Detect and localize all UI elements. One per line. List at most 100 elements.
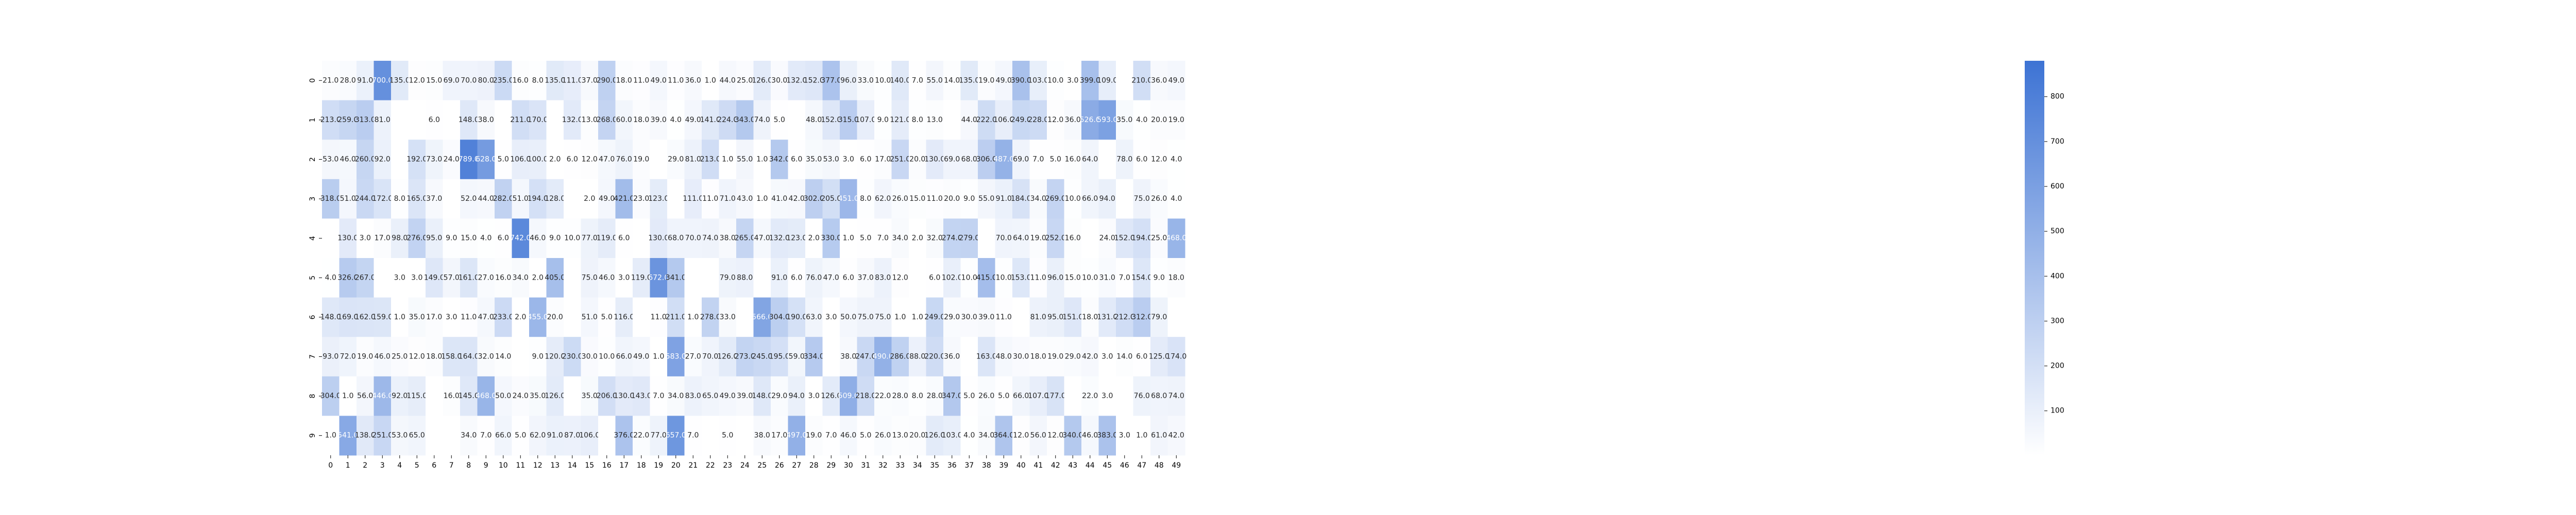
cell-label: 206.0 [597, 392, 617, 400]
cell-label: 566.0 [752, 313, 772, 321]
cell-label: 26.0 [892, 195, 908, 203]
cell-label: 593.0 [1097, 116, 1117, 124]
cell-label: 38.0 [720, 234, 736, 243]
heatmap-cell [529, 140, 547, 180]
heatmap-cell [891, 218, 909, 259]
cell-label: 28.0 [927, 392, 943, 400]
cell-label: 65.0 [702, 392, 718, 400]
heatmap-cell-empty [546, 100, 564, 140]
cell-label: 247.0 [855, 353, 876, 361]
x-tick-label: 47 [1137, 461, 1146, 470]
cell-label: 14.0 [495, 353, 511, 361]
cell-label: 347.0 [942, 392, 962, 400]
x-tick-label: 44 [1086, 461, 1095, 470]
x-tick-label: 40 [1016, 461, 1026, 470]
heatmap-cell [753, 179, 771, 219]
heatmap-cell [960, 376, 978, 416]
cell-label: 7.0 [480, 432, 492, 440]
heatmap-cell [615, 297, 633, 337]
heatmap-cell [598, 61, 616, 101]
cell-label: 273.0 [735, 353, 755, 361]
cell-label: 119.0 [597, 234, 617, 243]
cell-label: 3.0 [1101, 353, 1113, 361]
cell-label: 17.0 [375, 234, 391, 243]
heatmap-cell [1150, 218, 1168, 259]
cell-label: 39.0 [651, 116, 667, 124]
cell-label: 162.0 [355, 313, 376, 321]
cell-label: 111.0 [562, 76, 583, 84]
cell-label: 121.0 [890, 116, 910, 124]
heatmap-cell [408, 297, 426, 337]
cell-label: 76.0 [616, 156, 632, 164]
heatmap-cell [822, 100, 840, 140]
cell-label: 251.0 [372, 432, 393, 440]
heatmap-cell [546, 416, 564, 456]
heatmap-cell [788, 140, 806, 180]
heatmap-cell [339, 61, 357, 101]
cell-label: 2.0 [549, 156, 561, 164]
cell-label: 135.0 [959, 76, 979, 84]
heatmap-cell [357, 140, 374, 180]
colorbar-tick-label: 800 [2050, 93, 2064, 101]
cell-label: 789.0 [459, 156, 479, 164]
cell-label: 267.0 [355, 273, 376, 282]
cell-label: 22.0 [633, 432, 649, 440]
heatmap-cell [788, 179, 806, 219]
cell-label: 91.0 [996, 195, 1012, 203]
heatmap-cell-empty [1116, 61, 1133, 101]
heatmap-cell [736, 218, 754, 259]
cell-label: 44.0 [961, 116, 977, 124]
heatmap-cell [943, 179, 961, 219]
cell-label: 92.0 [392, 392, 408, 400]
heatmap-cell [357, 61, 374, 101]
cell-label: 126.0 [924, 432, 945, 440]
cell-label: 59.0 [789, 353, 805, 361]
cell-label: 265.0 [735, 234, 755, 243]
cell-label: 91.0 [547, 432, 563, 440]
x-tick-label: 36 [947, 461, 957, 470]
cell-label: 47.0 [823, 273, 839, 282]
heatmap-cell [805, 376, 823, 416]
x-tick-label: 10 [499, 461, 508, 470]
heatmap-cell [477, 61, 495, 101]
cell-label: 2.0 [515, 313, 526, 321]
cell-label: 4.0 [1171, 195, 1182, 203]
cell-label: 306.0 [976, 156, 997, 164]
cell-label: 34.0 [1030, 195, 1046, 203]
cell-label: 66.0 [1082, 195, 1098, 203]
cell-label: 18.0 [1082, 313, 1098, 321]
heatmap-cell [874, 218, 892, 259]
heatmap-cell [805, 258, 823, 298]
cell-label: 62.0 [875, 195, 891, 203]
colorbar-tick-label: 700 [2050, 138, 2064, 146]
cell-label: 10.0 [875, 76, 891, 84]
cell-label: 7.0 [653, 392, 664, 400]
heatmap-cell [753, 218, 771, 259]
cell-label: 10.0 [1065, 195, 1081, 203]
cell-label: 74.0 [1168, 392, 1184, 400]
heatmap-cell [408, 218, 426, 259]
heatmap-cell [357, 258, 374, 298]
heatmap-cell [1012, 61, 1030, 101]
heatmap-cell [391, 337, 409, 377]
cell-label: 71.0 [720, 195, 736, 203]
heatmap-cell [581, 376, 599, 416]
heatmap-cell [753, 61, 771, 101]
heatmap-cell [771, 61, 788, 101]
heatmap-cell [339, 140, 357, 180]
cell-label: 3.0 [1119, 432, 1130, 440]
heatmap-cell [1012, 258, 1030, 298]
heatmap-cell-empty [391, 140, 409, 180]
cell-label: 5.0 [1050, 156, 1061, 164]
heatmap-cell [546, 61, 564, 101]
cell-label: 205.0 [821, 195, 841, 203]
cell-label: 6.0 [860, 156, 871, 164]
cell-label: 12.0 [1013, 432, 1029, 440]
cell-label: 18.0 [426, 353, 442, 361]
heatmap-cell [978, 258, 995, 298]
heatmap-cell [702, 297, 719, 337]
cell-label: 20.0 [1151, 116, 1167, 124]
cell-label: 326.0 [337, 273, 358, 282]
heatmap-cell [1047, 179, 1064, 219]
x-tick-label: 0 [328, 461, 333, 470]
